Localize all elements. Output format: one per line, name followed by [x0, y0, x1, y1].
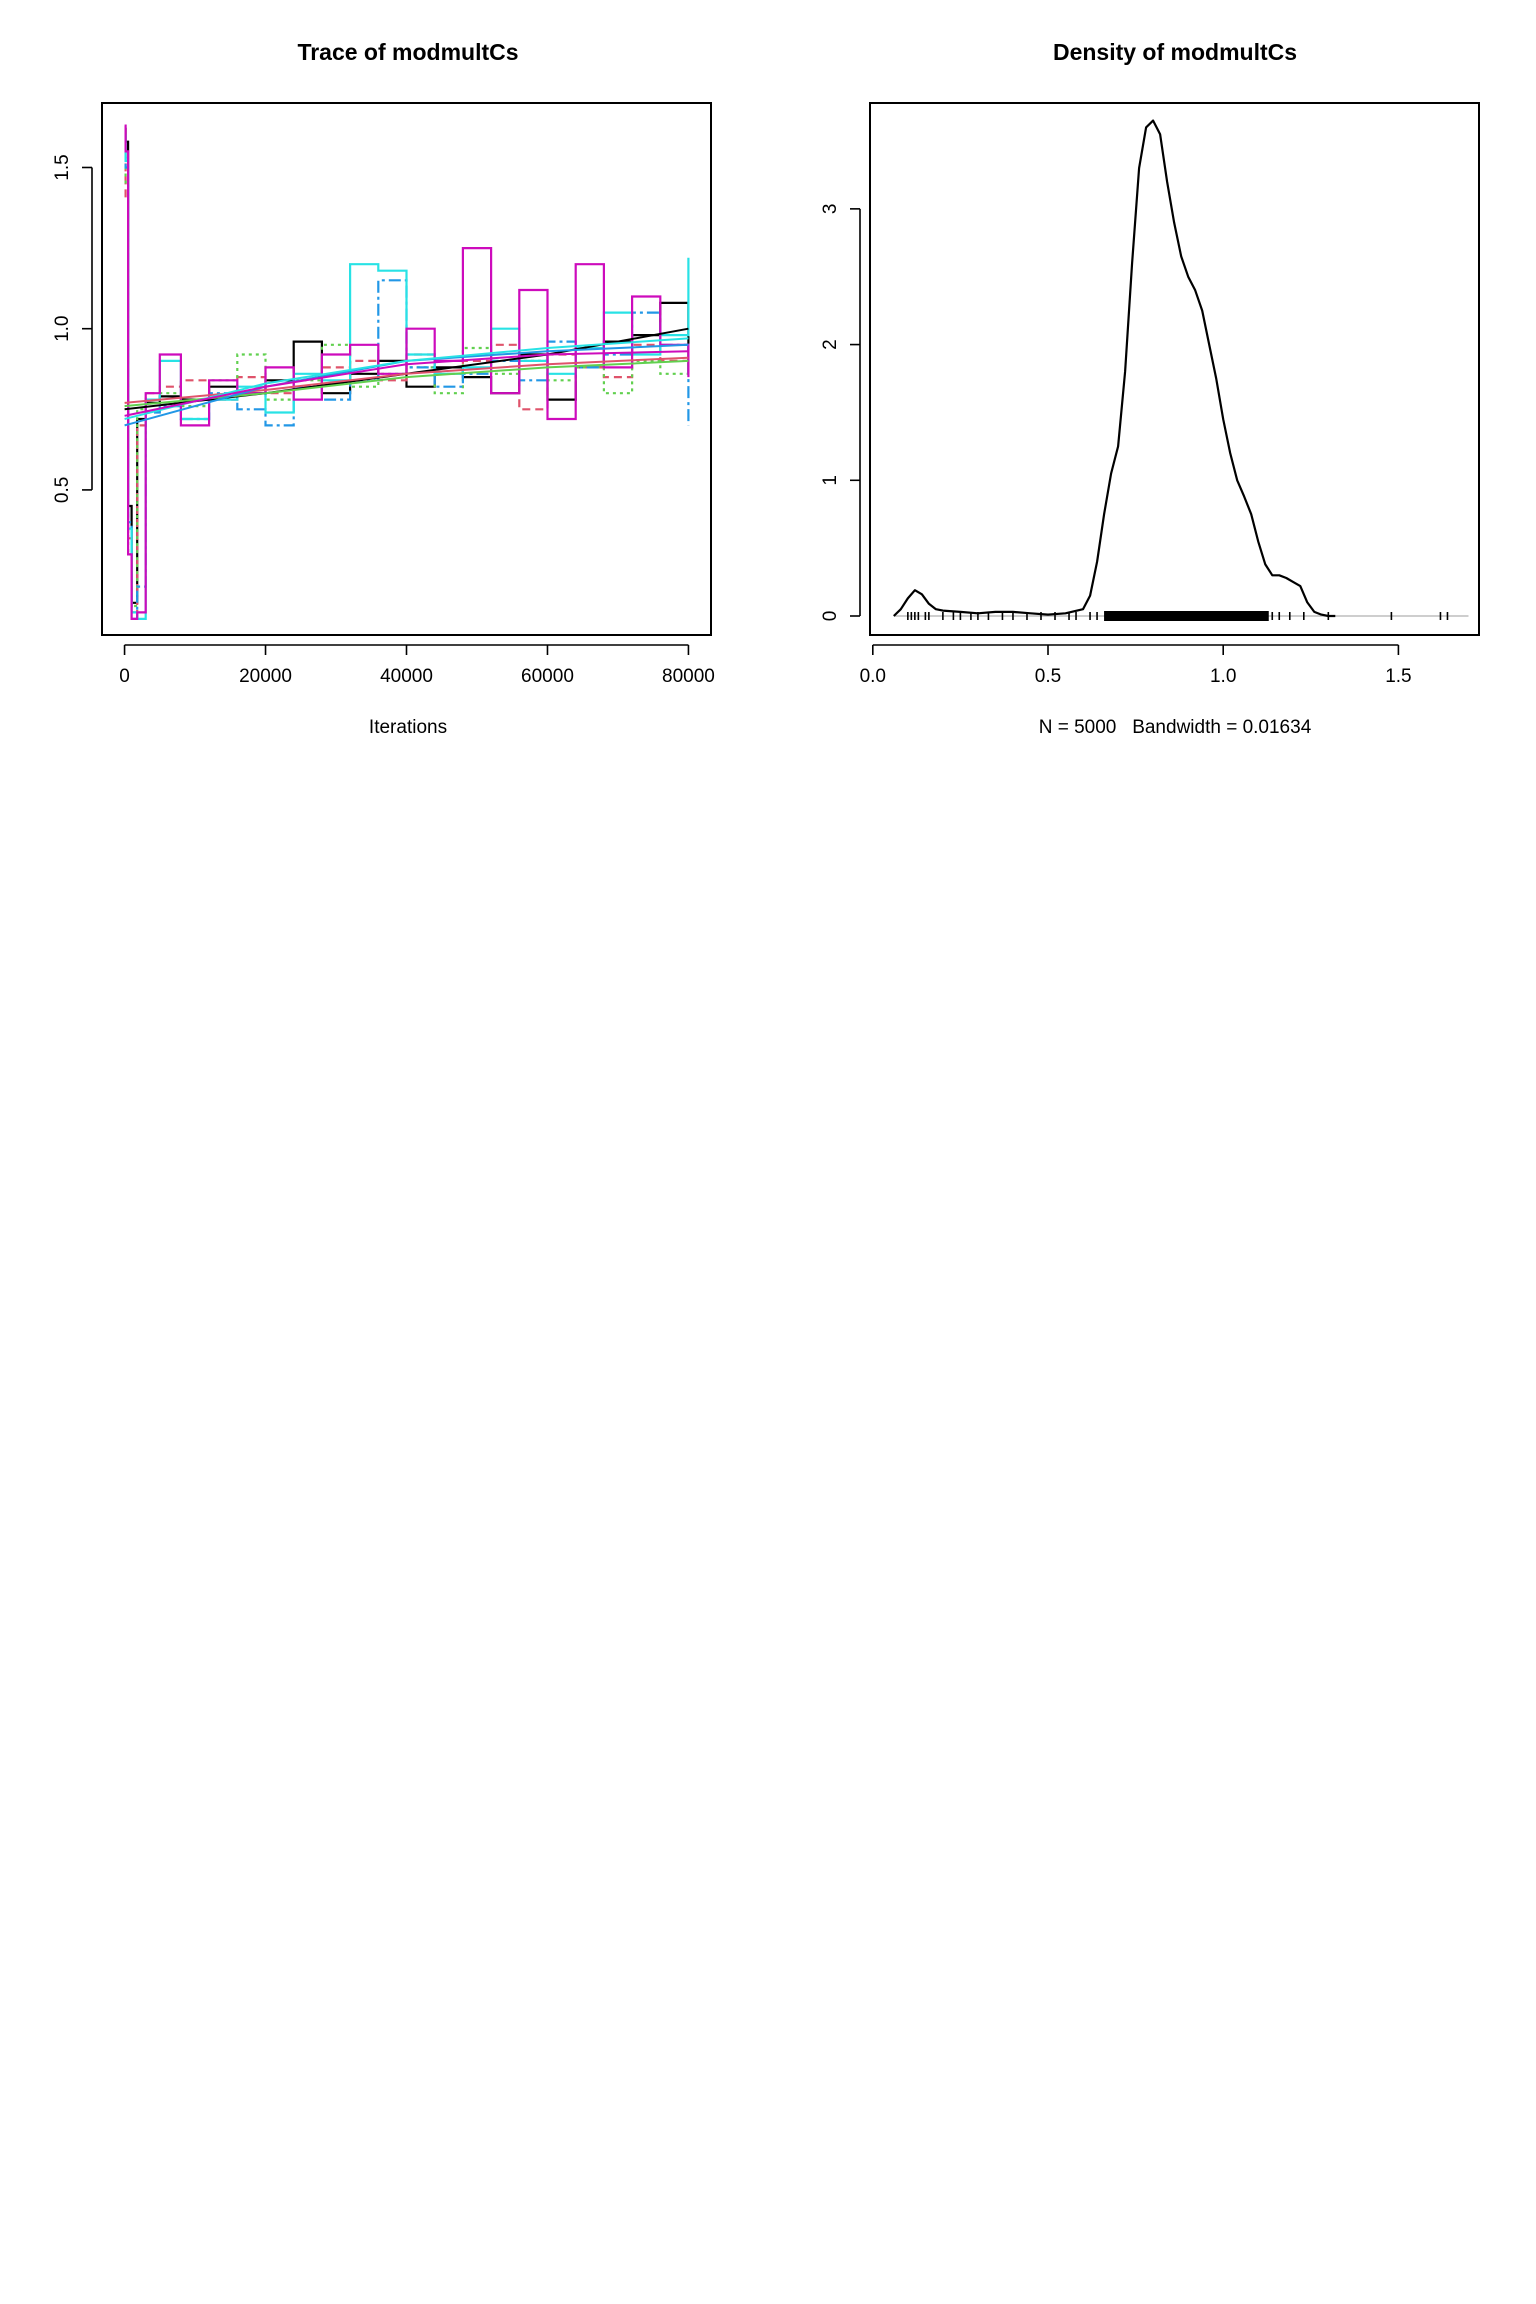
- trace-plot-title: Trace of modmultCs: [297, 39, 518, 65]
- trace-y-tick-label: 1.0: [52, 315, 73, 341]
- trace-x-tick-label: 60000: [521, 666, 574, 687]
- density-plot-frame: [869, 102, 1480, 636]
- density-plot-panel: Density of modmultCs 0.0 0.5 1.0 1.5 0 1 2 3 N…: [820, 39, 1480, 738]
- density-y-axis: 0 1 2 3: [820, 204, 861, 622]
- trace-smooth-3-line: [124, 359, 689, 408]
- trace-x-tick-label: 80000: [662, 666, 715, 687]
- density-rug-dense-band: [1104, 611, 1269, 621]
- trace-smooth-6-line: [124, 350, 689, 417]
- density-curve: [893, 119, 1336, 618]
- trace-x-tick-label: 0: [119, 666, 130, 687]
- density-y-tick-label: 3: [820, 204, 841, 215]
- density-plot-area: [893, 119, 1469, 621]
- trace-plot-area: [124, 124, 690, 620]
- trace-chain-6-line: [124, 124, 690, 620]
- trace-x-tick-label: 40000: [380, 666, 433, 687]
- density-x-tick-label: 1.0: [1210, 666, 1236, 687]
- trace-x-tick-label: 20000: [239, 666, 292, 687]
- density-y-tick-label: 1: [820, 475, 841, 486]
- density-x-tick-label: 0.0: [860, 666, 886, 687]
- density-x-axis: 0.0 0.5 1.0 1.5: [860, 644, 1412, 687]
- density-plot-title: Density of modmultCs: [1053, 39, 1297, 65]
- trace-y-tick-label: 1.5: [52, 154, 73, 180]
- density-y-tick-label: 2: [820, 339, 841, 350]
- density-x-tick-label: 0.5: [1035, 666, 1061, 687]
- trace-x-axis-label: Iterations: [369, 717, 447, 738]
- trace-smooth-5-line: [124, 337, 689, 420]
- density-x-axis-label: N = 5000 Bandwidth = 0.01634: [1039, 717, 1312, 738]
- trace-plot-panel: Trace of modmultCs 0 20000 40000 60000 80000…: [52, 39, 715, 738]
- trace-y-axis: 0.5 1.0 1.5: [52, 154, 93, 503]
- trace-plot-frame: [101, 102, 712, 636]
- trace-x-axis: 0 20000 40000 60000 80000: [119, 644, 715, 687]
- trace-smooth-2-line: [124, 356, 689, 404]
- trace-y-tick-label: 0.5: [52, 477, 73, 503]
- density-y-tick-label: 0: [820, 611, 841, 622]
- density-x-tick-label: 1.5: [1385, 666, 1411, 687]
